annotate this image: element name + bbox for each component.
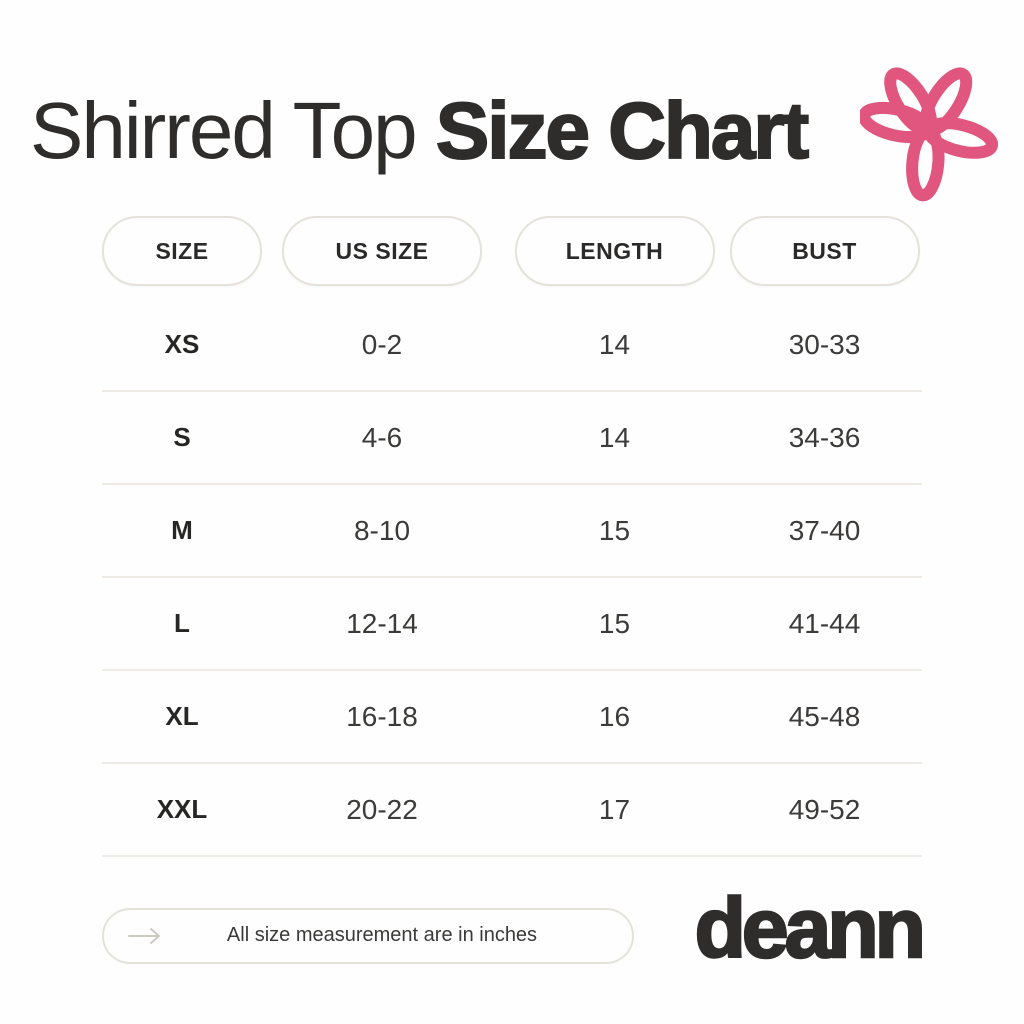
measurement-note-pill: All size measurement are in inches [102, 907, 634, 964]
us-size-cell: 16-18 [346, 700, 418, 732]
length-cell: 15 [598, 607, 631, 639]
length-cell: 14 [598, 328, 631, 360]
flower-icon [860, 67, 999, 202]
page-footer: All size measurement are in inches deann [102, 881, 927, 981]
size-cell: S [173, 422, 191, 452]
length-cell: 14 [598, 421, 631, 453]
arrow-right-icon [128, 927, 160, 944]
us-size-cell: 20-22 [346, 793, 418, 825]
size-cell: L [174, 608, 190, 638]
table-row: M 8-10 15 37-40 [102, 485, 922, 578]
us-size-cell: 0-2 [361, 328, 403, 360]
table-row: XL 16-18 16 45-48 [102, 671, 922, 764]
table-row: XS 0-2 14 30-33 [102, 299, 922, 392]
size-cell: M [171, 515, 193, 545]
size-cell: XXL [156, 794, 208, 824]
column-header-label: LENGTH [565, 237, 664, 264]
page-title-bold: Size Chart [435, 86, 810, 176]
length-cell: 15 [598, 514, 631, 546]
size-cell: XS [164, 329, 200, 359]
measurement-note-text: All size measurement are in inches [226, 924, 538, 947]
size-chart-table: SIZE US SIZE LENGTH BUST XS 0-2 14 30-33… [102, 216, 922, 857]
column-header-label: US SIZE [335, 237, 429, 264]
bust-cell: 34-36 [788, 421, 861, 453]
bust-cell: 41-44 [788, 607, 861, 639]
column-header-length: LENGTH [514, 216, 715, 286]
bust-cell: 45-48 [788, 700, 861, 732]
us-size-cell: 12-14 [346, 607, 418, 639]
bust-cell: 30-33 [788, 328, 861, 360]
page-title: Shirred Top Size Chart [30, 86, 810, 176]
table-row: S 4-6 14 34-36 [102, 392, 922, 485]
column-header-size: SIZE [102, 216, 262, 286]
brand-logo: deann [693, 881, 927, 975]
table-row: XXL 20-22 17 49-52 [102, 764, 922, 857]
column-header-us-size: US SIZE [282, 216, 482, 286]
us-size-cell: 8-10 [353, 514, 411, 546]
page-header: Shirred Top Size Chart [0, 0, 1024, 202]
table-header-row: SIZE US SIZE LENGTH BUST [102, 216, 922, 286]
length-cell: 16 [598, 700, 631, 732]
column-header-label: SIZE [155, 237, 209, 264]
length-cell: 17 [598, 793, 631, 825]
bust-cell: 37-40 [788, 514, 861, 546]
column-header-label: BUST [792, 237, 857, 264]
column-header-bust: BUST [729, 216, 920, 286]
bust-cell: 49-52 [788, 793, 861, 825]
size-cell: XL [165, 701, 199, 731]
table-row: L 12-14 15 41-44 [102, 578, 922, 671]
page-title-product: Shirred Top [30, 86, 418, 175]
us-size-cell: 4-6 [361, 421, 403, 453]
